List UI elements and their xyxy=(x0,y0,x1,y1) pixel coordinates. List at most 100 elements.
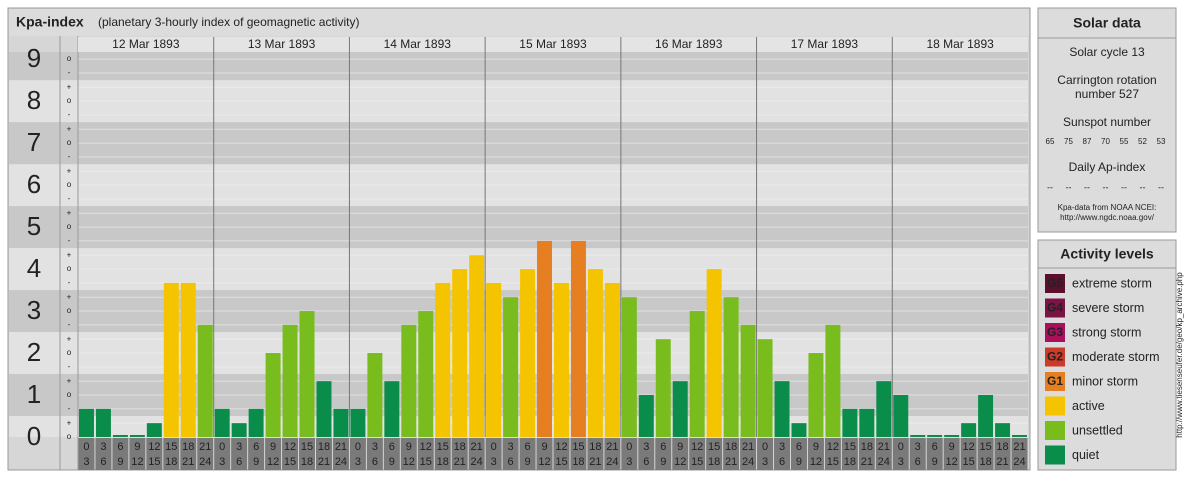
kp-bar xyxy=(79,408,94,437)
hour-cell xyxy=(689,438,706,470)
hour-label: 3 xyxy=(372,441,378,453)
date-label: 15 Mar 1893 xyxy=(519,37,587,51)
hour-label: 3 xyxy=(643,441,649,453)
hour-label: 21 xyxy=(742,441,754,453)
hour-label: 15 xyxy=(979,441,991,453)
hour-label: 3 xyxy=(779,441,785,453)
kp-bar xyxy=(893,395,909,437)
hour-cell xyxy=(282,438,299,470)
kp-bar xyxy=(961,423,977,437)
hour-label: 18 xyxy=(572,456,584,468)
kp-bar xyxy=(757,339,773,437)
minor-tick-label: o xyxy=(67,180,72,189)
hour-label: 9 xyxy=(541,441,547,453)
hour-label: 6 xyxy=(100,456,106,468)
hour-label: 12 xyxy=(403,456,415,468)
y-tick-label: 4 xyxy=(27,253,41,283)
hour-cell xyxy=(451,438,468,470)
minor-tick-label: - xyxy=(68,278,71,287)
kp-bar xyxy=(689,311,705,437)
hour-cell xyxy=(875,438,892,470)
minor-tick-label: + xyxy=(67,124,72,133)
minor-tick-label: + xyxy=(67,166,72,175)
hour-label: 12 xyxy=(963,441,975,453)
hour-label: 0 xyxy=(83,441,89,453)
minor-tick-label: - xyxy=(68,404,71,413)
hour-cell xyxy=(95,438,112,470)
legend-swatch xyxy=(1045,421,1065,440)
hour-label: 9 xyxy=(134,441,140,453)
hour-label: 9 xyxy=(406,441,412,453)
hour-label: 12 xyxy=(810,456,822,468)
hour-cell xyxy=(723,438,740,470)
minor-tick-label: - xyxy=(68,194,71,203)
kp-bar xyxy=(537,240,552,437)
hour-label: 18 xyxy=(979,456,991,468)
hour-label: 12 xyxy=(674,456,686,468)
hour-label: 18 xyxy=(454,441,466,453)
kp-bar xyxy=(842,408,858,437)
minor-tick-label: + xyxy=(67,208,72,217)
hour-label: 21 xyxy=(454,456,466,468)
hour-label: 15 xyxy=(555,456,567,468)
legend-swatch xyxy=(1045,445,1065,465)
kp-bar xyxy=(282,324,298,437)
hour-cell xyxy=(129,438,146,470)
hour-cell xyxy=(214,438,231,470)
carrington: number 527 xyxy=(1075,87,1139,101)
kp-bar xyxy=(723,297,739,437)
hour-label: 12 xyxy=(538,456,550,468)
hour-cell xyxy=(977,438,994,470)
hour-cell xyxy=(197,438,214,470)
hour-label: 9 xyxy=(796,456,802,468)
hour-cell xyxy=(706,438,723,470)
minor-tick-label: o xyxy=(67,96,72,105)
hour-label: 9 xyxy=(117,456,123,468)
title-bar xyxy=(9,9,1029,36)
y-tick-label: 3 xyxy=(27,295,41,325)
hour-label: 21 xyxy=(471,441,483,453)
hour-label: 18 xyxy=(165,456,177,468)
y-tick-label: 2 xyxy=(27,337,41,367)
kp-bar xyxy=(520,269,536,437)
hour-cell xyxy=(180,438,197,470)
ap-value: -- xyxy=(1158,182,1164,192)
hour-cell xyxy=(417,438,434,470)
legend-label: moderate storm xyxy=(1072,350,1160,364)
kp-bar xyxy=(672,381,688,437)
hour-label: 18 xyxy=(182,441,194,453)
hour-label: 6 xyxy=(796,441,802,453)
hour-cell xyxy=(926,438,943,470)
hour-label: 3 xyxy=(100,441,106,453)
hour-label: 6 xyxy=(389,441,395,453)
minor-tick-label: o xyxy=(67,306,72,315)
hour-label: 15 xyxy=(844,441,856,453)
hour-cell xyxy=(553,438,570,470)
sunspot-number: 65 xyxy=(1046,137,1055,146)
kp-bar xyxy=(944,435,960,437)
hour-label: 15 xyxy=(827,456,839,468)
hour-label: 15 xyxy=(963,456,975,468)
legend-label: active xyxy=(1072,399,1105,413)
chart-subtitle: (planetary 3-hourly index of geomagnetic… xyxy=(98,15,359,29)
sunspot-number: 70 xyxy=(1101,137,1110,146)
legend-swatch xyxy=(1045,347,1065,367)
hour-label: 3 xyxy=(236,441,242,453)
y-tick-label: 9 xyxy=(27,43,41,73)
hour-label: 18 xyxy=(708,456,720,468)
hour-label: 18 xyxy=(589,441,601,453)
hour-label: 9 xyxy=(932,456,938,468)
level-band xyxy=(9,52,1028,81)
hour-label: 21 xyxy=(606,441,618,453)
hour-label: 21 xyxy=(182,456,194,468)
hour-cell xyxy=(163,438,180,470)
hour-label: 24 xyxy=(1013,456,1025,468)
credit: http://www.tiesenseufer.de/geo/kp_archiv… xyxy=(1175,272,1184,438)
hour-label: 9 xyxy=(389,456,395,468)
sunspot-number: 87 xyxy=(1083,137,1092,146)
hour-label: 6 xyxy=(643,456,649,468)
hour-label: 0 xyxy=(762,441,768,453)
hour-cell xyxy=(332,438,349,470)
legend-swatch xyxy=(1045,274,1065,293)
